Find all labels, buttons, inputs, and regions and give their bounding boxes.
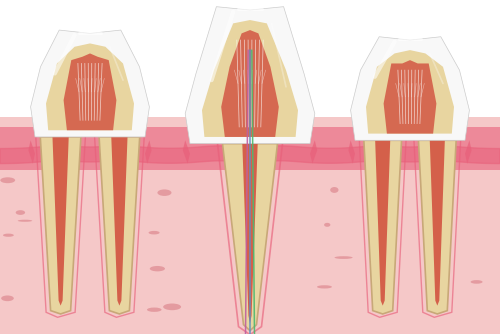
Polygon shape: [40, 137, 81, 314]
Polygon shape: [242, 144, 258, 323]
Ellipse shape: [158, 189, 172, 196]
Ellipse shape: [150, 266, 165, 272]
Ellipse shape: [16, 210, 25, 215]
Polygon shape: [310, 140, 317, 164]
Polygon shape: [30, 30, 150, 137]
Polygon shape: [375, 140, 390, 306]
Polygon shape: [202, 20, 298, 137]
Ellipse shape: [1, 296, 14, 301]
Ellipse shape: [163, 304, 181, 310]
Ellipse shape: [317, 285, 332, 289]
Ellipse shape: [148, 231, 160, 234]
Polygon shape: [222, 144, 278, 331]
Polygon shape: [64, 53, 116, 130]
Polygon shape: [221, 30, 279, 137]
Ellipse shape: [324, 223, 330, 227]
Polygon shape: [364, 140, 402, 314]
Polygon shape: [28, 140, 35, 164]
Polygon shape: [183, 140, 190, 164]
Polygon shape: [46, 43, 134, 130]
Bar: [0, 117, 500, 334]
Polygon shape: [465, 140, 471, 164]
Ellipse shape: [334, 256, 352, 259]
Ellipse shape: [330, 187, 338, 193]
Polygon shape: [52, 137, 68, 306]
Polygon shape: [348, 140, 355, 164]
Ellipse shape: [0, 177, 15, 183]
Polygon shape: [350, 37, 470, 140]
Ellipse shape: [18, 220, 32, 222]
Bar: [0, 127, 500, 170]
Ellipse shape: [470, 280, 482, 284]
Polygon shape: [430, 140, 445, 306]
Polygon shape: [384, 60, 436, 134]
Polygon shape: [112, 137, 128, 306]
Polygon shape: [366, 50, 454, 134]
Polygon shape: [145, 140, 152, 164]
Polygon shape: [418, 140, 456, 314]
Ellipse shape: [3, 233, 14, 237]
Ellipse shape: [147, 308, 162, 312]
Polygon shape: [99, 137, 140, 314]
Polygon shape: [185, 7, 315, 144]
